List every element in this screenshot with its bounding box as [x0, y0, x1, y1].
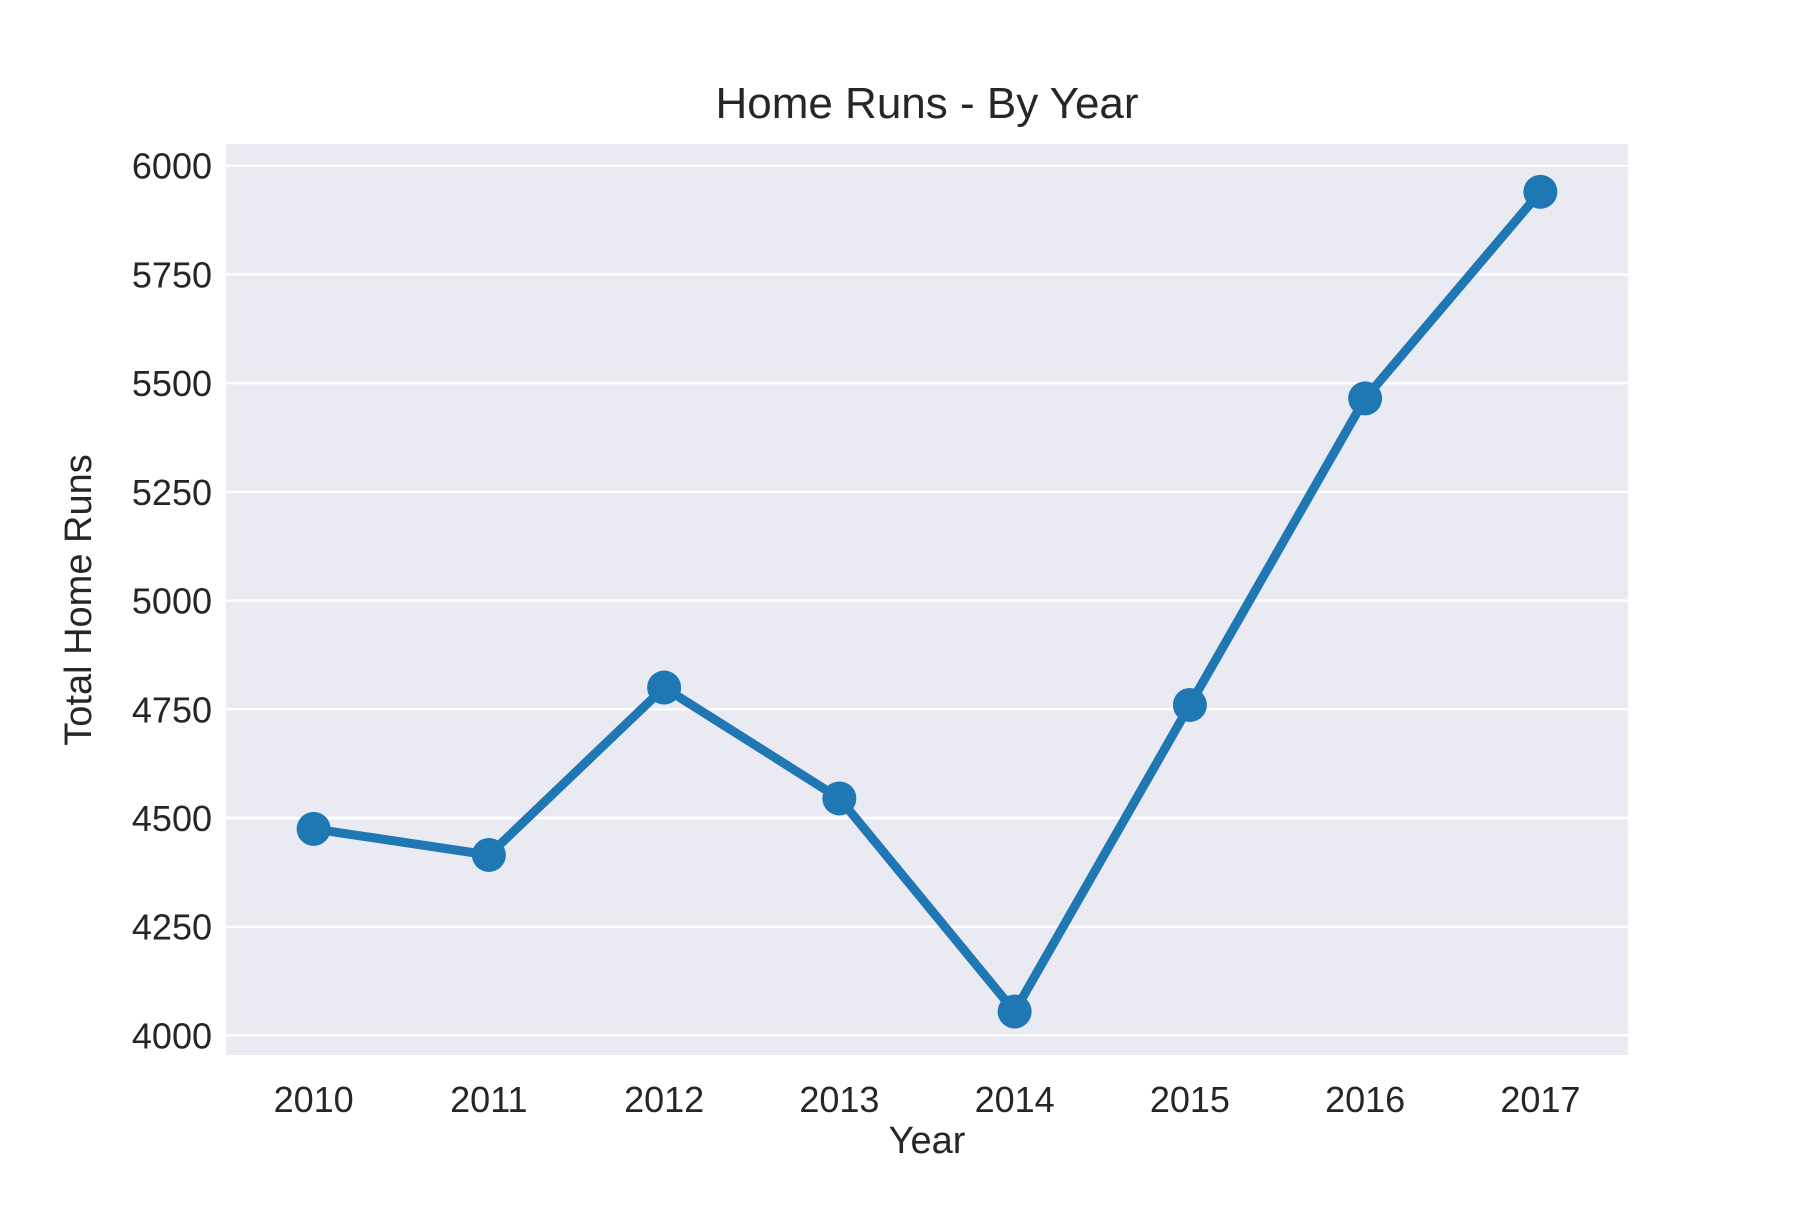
- y-tick-label: 5250: [132, 472, 212, 513]
- data-point: [1523, 174, 1558, 209]
- x-axis-title: Year: [889, 1120, 966, 1162]
- y-tick-label: 5000: [132, 581, 212, 622]
- y-tick-label: 4000: [132, 1015, 212, 1056]
- point-layer: [296, 174, 1558, 1029]
- x-tick-label: 2010: [274, 1079, 354, 1120]
- series-line: [309, 187, 1545, 1016]
- gridlines: [226, 164, 1628, 1037]
- data-point: [822, 781, 857, 816]
- x-tick-label: 2017: [1500, 1079, 1580, 1120]
- y-tick-label: 4250: [132, 907, 212, 948]
- x-tick-label: 2016: [1325, 1079, 1405, 1120]
- chart-title: Home Runs - By Year: [715, 79, 1138, 128]
- data-point: [296, 811, 331, 846]
- y-tick-label: 4500: [132, 798, 212, 839]
- data-point: [471, 837, 506, 872]
- y-tick-label: 5750: [132, 254, 212, 295]
- x-tick-label: 2013: [799, 1079, 879, 1120]
- series-layer: [309, 187, 1545, 1016]
- data-point: [1348, 381, 1383, 416]
- x-tick-label: 2014: [975, 1079, 1055, 1120]
- x-tick-label: 2015: [1150, 1079, 1230, 1120]
- x-tick-label: 2012: [624, 1079, 704, 1120]
- y-tick-labels: 4000 4250 4500 4750 5000 5250 5500 5750 6000: [132, 146, 212, 1057]
- y-tick-label: 5500: [132, 363, 212, 404]
- x-tick-label: 2011: [450, 1079, 527, 1120]
- y-axis-title: Total Home Runs: [58, 454, 100, 745]
- x-tick-labels: 2010 2011 2012 2013 2014 2015 2016 2017: [274, 1079, 1581, 1120]
- data-point: [997, 994, 1032, 1029]
- data-point: [1172, 687, 1207, 722]
- data-point: [647, 670, 682, 705]
- y-tick-label: 4750: [132, 689, 212, 730]
- y-tick-label: 6000: [132, 146, 212, 187]
